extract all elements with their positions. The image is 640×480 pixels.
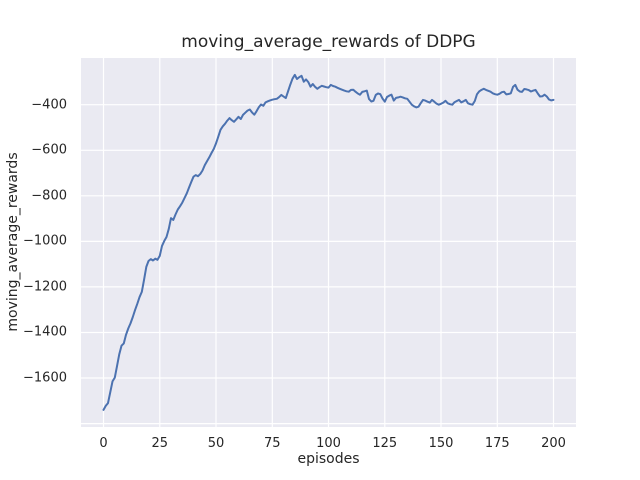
line-chart-canvas [81,58,576,427]
plot-area [81,58,576,427]
y-tick-label: −400 [31,97,67,113]
y-axis-label: moving_average_rewards [5,152,21,332]
x-tick-label: 25 [151,436,169,451]
y-tick-label: −800 [31,188,67,204]
y-tick-label: −1000 [23,233,67,249]
x-tick-label: 75 [263,436,281,451]
y-tick-label: −1400 [23,324,67,340]
x-tick-label: 125 [372,436,398,451]
chart-title: moving_average_rewards of DDPG [181,32,476,52]
reward-line [102,73,555,411]
x-axis-label: episodes [297,451,360,467]
x-tick-label: 0 [99,436,108,451]
x-tick-label: 175 [484,436,510,451]
x-tick-label: 200 [541,436,566,451]
x-tick-label: 150 [428,436,454,451]
y-tick-label: −600 [31,142,67,158]
y-tick-label: −1600 [23,370,67,386]
y-tick-label: −1200 [23,279,67,295]
x-tick-label: 100 [316,436,341,451]
x-tick-label: 50 [207,436,225,451]
